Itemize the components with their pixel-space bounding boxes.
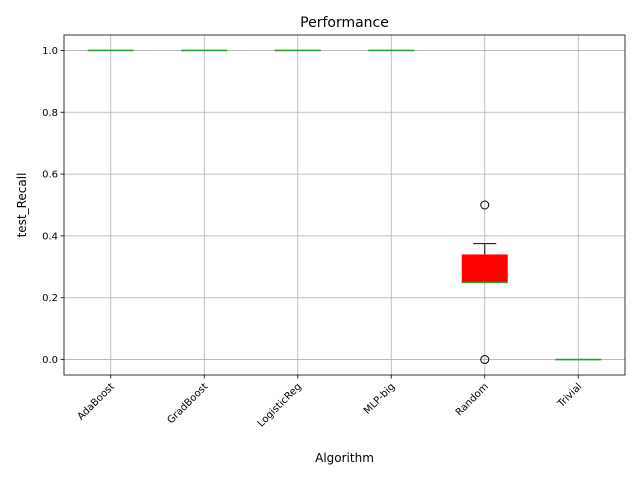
outlier-point	[480, 200, 490, 210]
chart-title: Performance	[300, 15, 389, 31]
x-axis-label: Algorithm	[315, 451, 374, 465]
y-tick-label: 0.6	[42, 170, 58, 181]
plot-frame	[63, 34, 626, 376]
box-random	[461, 200, 508, 365]
grid-layer	[64, 35, 625, 375]
box-body	[461, 254, 508, 283]
y-tick-label: 0.4	[42, 231, 58, 242]
box-layer	[87, 49, 602, 365]
y-axis-label: test_Recall	[15, 173, 29, 238]
y-tick-label: 0.2	[42, 293, 58, 304]
y-tick-label: 1.0	[42, 46, 58, 57]
y-tick-label: 0.0	[42, 355, 58, 366]
outlier-point	[480, 355, 490, 365]
y-tick-label: 0.8	[42, 108, 58, 119]
